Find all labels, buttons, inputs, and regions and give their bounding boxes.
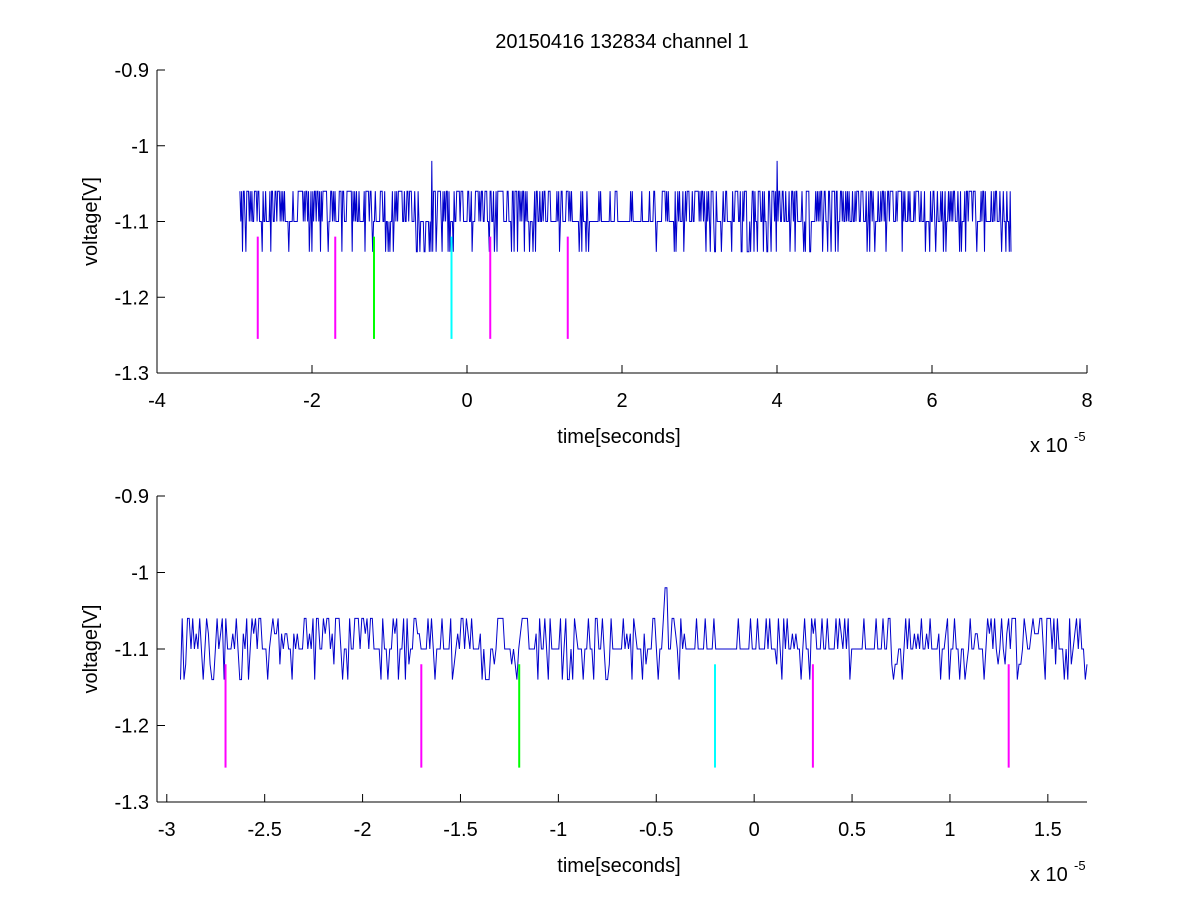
subplot-bottom: -0.9 -1 -1.1 -1.2 -1.3 -3 -2.5 -2 -1.5 -1 -0.5 0 0.5…	[80, 486, 1088, 886]
x-exponent: -5	[1074, 429, 1086, 444]
x-exponent-label: x 10	[1030, 864, 1068, 886]
y-tick-label: -1.3	[115, 792, 149, 814]
x-tick-label: -3	[158, 819, 176, 841]
y-tick-label: -1	[131, 563, 149, 585]
x-tick-label: 1	[944, 819, 955, 841]
x-exponent-label: x 10	[1030, 435, 1068, 457]
y-tick-label: -1	[131, 136, 149, 158]
voltage-trace	[180, 587, 1088, 681]
y-axis-label: voltage[V]	[80, 177, 102, 266]
x-tick-label: 2	[616, 390, 627, 412]
x-tick-label: -2.5	[247, 819, 281, 841]
x-tick-label: -1	[549, 819, 567, 841]
x-exponent: -5	[1074, 858, 1086, 873]
x-tick-label: 8	[1081, 390, 1092, 412]
x-tick-label: -2	[354, 819, 372, 841]
subplot-top: -0.9 -1 -1.1 -1.2 -1.3 -4 -2 0 2 4 6 8 time[seconds]…	[80, 60, 1093, 457]
y-tick-label: -0.9	[115, 486, 149, 508]
y-axis-label: voltage[V]	[80, 605, 102, 694]
x-tick-label: 1.5	[1034, 819, 1062, 841]
x-tick-label: -0.5	[639, 819, 673, 841]
x-tick-label: -1.5	[443, 819, 477, 841]
voltage-trace	[239, 160, 1012, 253]
x-tick-label: 6	[926, 390, 937, 412]
x-axis-label: time[seconds]	[557, 855, 680, 877]
y-tick-label: -1.1	[115, 212, 149, 234]
y-tick-label: -0.9	[115, 60, 149, 82]
x-tick-label: 4	[771, 390, 782, 412]
x-tick-label: 0.5	[838, 819, 866, 841]
y-tick-label: -1.2	[115, 716, 149, 738]
x-axis-label: time[seconds]	[557, 426, 680, 448]
y-tick-label: -1.1	[115, 639, 149, 661]
x-tick-label: 0	[749, 819, 760, 841]
y-tick-label: -1.2	[115, 287, 149, 309]
y-tick-label: -1.3	[115, 363, 149, 385]
x-tick-label: 0	[461, 390, 472, 412]
x-tick-label: -2	[303, 390, 321, 412]
figure-title: 20150416 132834 channel 1	[495, 31, 749, 53]
x-tick-label: -4	[148, 390, 166, 412]
